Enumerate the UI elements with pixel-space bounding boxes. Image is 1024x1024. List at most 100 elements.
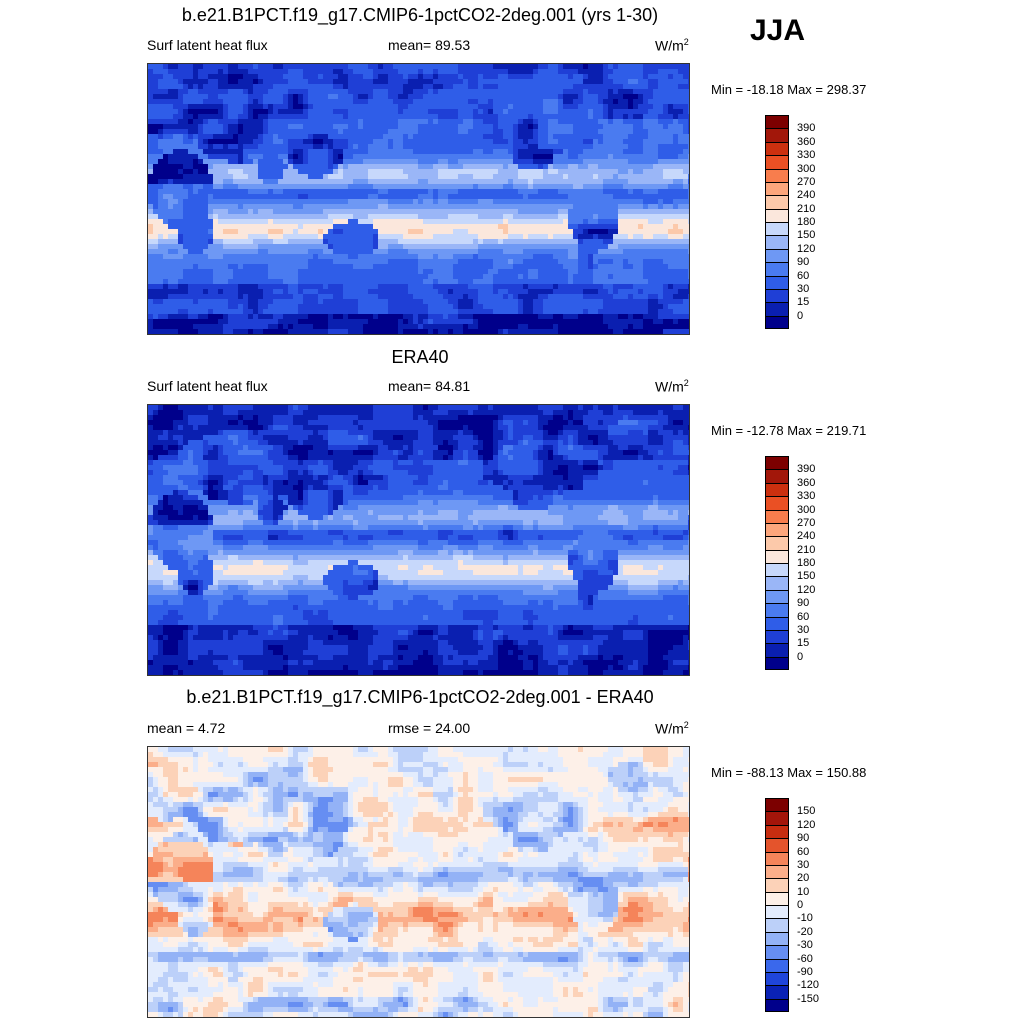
field-cell xyxy=(528,119,533,124)
field-cell xyxy=(588,154,593,159)
field-cell xyxy=(573,249,578,254)
field-cell xyxy=(453,219,458,224)
field-cell xyxy=(153,69,158,74)
field-cell xyxy=(248,64,253,69)
field-cell xyxy=(563,94,568,99)
panel-1-map xyxy=(147,63,690,335)
field-cell xyxy=(468,219,473,224)
field-cell xyxy=(308,279,313,284)
field-cell xyxy=(673,214,678,219)
field-cell xyxy=(228,154,233,159)
field-cell xyxy=(313,99,318,104)
field-cell xyxy=(223,94,228,99)
field-cell xyxy=(528,169,533,174)
field-cell xyxy=(503,74,508,79)
field-cell xyxy=(428,144,433,149)
field-cell xyxy=(398,64,403,69)
field-cell xyxy=(203,229,208,234)
field-cell xyxy=(673,174,678,179)
field-cell xyxy=(228,169,233,174)
field-cell xyxy=(213,214,218,219)
field-cell xyxy=(533,124,538,129)
field-cell xyxy=(458,189,463,194)
field-cell xyxy=(623,124,628,129)
field-cell xyxy=(638,139,643,144)
field-cell xyxy=(538,244,543,249)
field-cell xyxy=(318,244,323,249)
field-cell xyxy=(518,119,523,124)
field-cell xyxy=(543,279,548,284)
field-cell xyxy=(258,154,263,159)
field-cell xyxy=(363,179,368,184)
field-cell xyxy=(368,79,373,84)
field-cell xyxy=(483,259,488,264)
field-cell xyxy=(518,189,523,194)
field-cell xyxy=(673,269,678,274)
field-cell xyxy=(628,169,633,174)
field-cell xyxy=(323,264,328,269)
field-cell xyxy=(313,134,318,139)
field-cell xyxy=(478,244,483,249)
field-cell xyxy=(458,164,463,169)
field-cell xyxy=(493,64,498,69)
field-cell xyxy=(283,264,288,269)
field-cell xyxy=(403,189,408,194)
field-cell xyxy=(313,249,318,254)
field-cell xyxy=(318,139,323,144)
field-cell xyxy=(168,269,173,274)
field-cell xyxy=(588,284,593,289)
field-cell xyxy=(283,249,288,254)
field-cell xyxy=(433,69,438,74)
field-cell xyxy=(403,284,408,289)
field-cell xyxy=(253,214,258,219)
field-cell xyxy=(393,254,398,259)
field-cell xyxy=(568,99,573,104)
field-cell xyxy=(153,64,158,69)
field-cell xyxy=(358,194,363,199)
field-cell xyxy=(668,189,673,194)
field-cell xyxy=(388,99,393,104)
field-cell xyxy=(503,114,508,119)
field-cell xyxy=(223,159,228,164)
field-cell xyxy=(643,264,648,269)
field-cell xyxy=(688,254,689,259)
field-cell xyxy=(298,229,303,234)
field-cell xyxy=(568,84,573,89)
field-cell xyxy=(488,169,493,174)
field-cell xyxy=(668,159,673,164)
field-cell xyxy=(363,289,368,294)
field-cell xyxy=(188,239,193,244)
field-cell xyxy=(293,254,298,259)
field-cell xyxy=(468,74,473,79)
field-cell xyxy=(198,279,203,284)
field-cell xyxy=(478,239,483,244)
field-cell xyxy=(298,89,303,94)
field-cell xyxy=(573,89,578,94)
field-cell xyxy=(553,134,558,139)
field-cell xyxy=(663,159,668,164)
field-cell xyxy=(488,234,493,239)
field-cell xyxy=(288,74,293,79)
field-cell xyxy=(378,224,383,229)
field-cell xyxy=(308,64,313,69)
field-cell xyxy=(623,94,628,99)
field-cell xyxy=(658,229,663,234)
field-cell xyxy=(683,274,688,279)
field-cell xyxy=(568,249,573,254)
field-cell xyxy=(638,89,643,94)
field-cell xyxy=(343,214,348,219)
field-cell xyxy=(448,99,453,104)
field-cell xyxy=(533,119,538,124)
field-cell xyxy=(318,219,323,224)
field-cell xyxy=(523,69,528,74)
field-cell xyxy=(148,219,153,224)
field-cell xyxy=(543,184,548,189)
field-cell xyxy=(453,79,458,84)
field-cell xyxy=(343,169,348,174)
field-cell xyxy=(548,269,553,274)
field-cell xyxy=(208,214,213,219)
field-cell xyxy=(168,104,173,109)
field-cell xyxy=(543,269,548,274)
field-cell xyxy=(648,164,653,169)
field-cell xyxy=(568,224,573,229)
